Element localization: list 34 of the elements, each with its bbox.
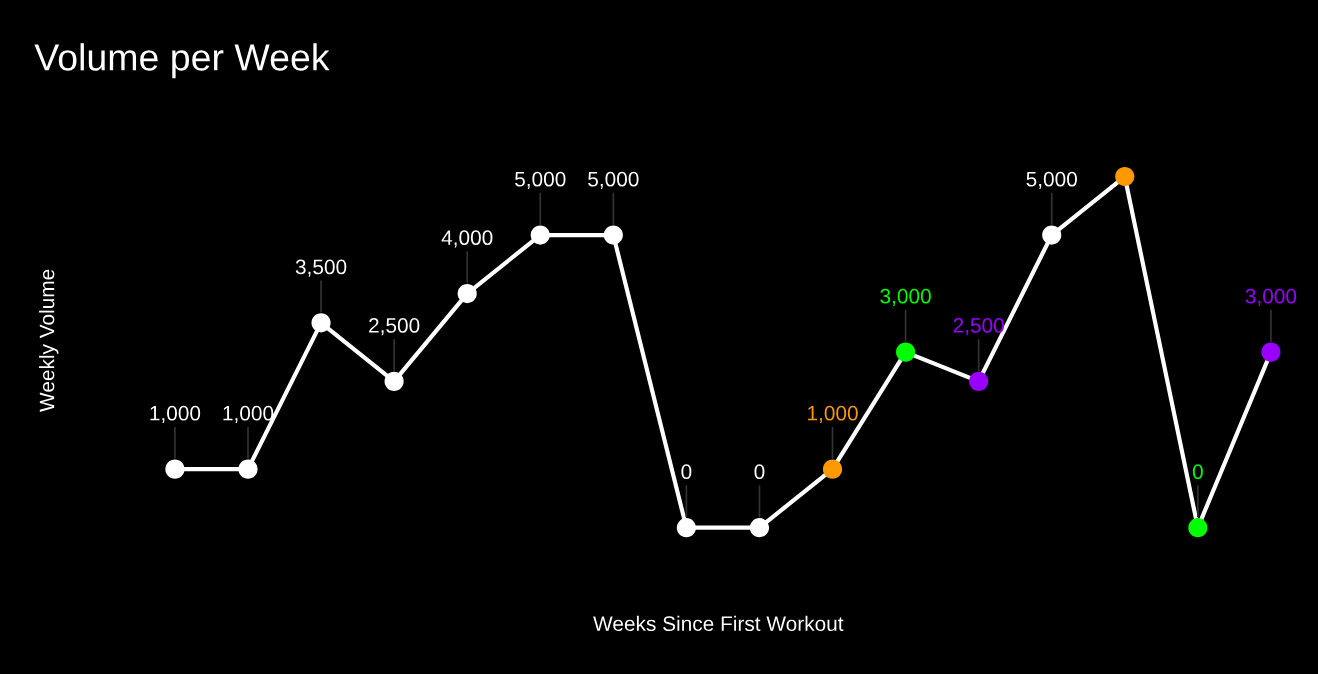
data-label: 1,000 (808, 405, 858, 424)
data-label: 5,000 (1026, 171, 1077, 189)
data-label: 0 (754, 464, 765, 480)
point (238, 459, 258, 479)
point (384, 371, 404, 391)
data-label: 0 (681, 464, 692, 480)
point (311, 313, 331, 333)
data-label: 1,000 (150, 405, 201, 424)
y-axis-title: Weekly Volume (39, 269, 59, 412)
data-label: 4,000 (441, 230, 493, 248)
data-label: 2,500 (953, 318, 1004, 336)
data-label: 3,000 (880, 288, 931, 307)
point (676, 518, 696, 538)
point (896, 342, 916, 362)
point (1115, 167, 1135, 187)
point (1188, 518, 1208, 538)
point (530, 225, 550, 245)
data-label: 2,500 (369, 318, 420, 336)
point (603, 225, 623, 245)
point (1261, 342, 1281, 362)
data-label: 3,500 (295, 259, 347, 277)
point (457, 284, 477, 304)
data-label: 5,000 (588, 171, 639, 189)
point (1042, 225, 1062, 245)
data-label: 5,000 (515, 171, 566, 189)
point (969, 371, 989, 391)
data-label: 0 (1192, 464, 1203, 480)
point (165, 459, 185, 479)
point (822, 459, 843, 479)
data-label: 1,000 (223, 405, 274, 424)
chart-title: Volume per Week (34, 43, 330, 79)
data-label: 3,000 (1245, 288, 1297, 307)
x-axis-title: Weeks Since First Workout (593, 615, 844, 632)
point (749, 518, 770, 538)
